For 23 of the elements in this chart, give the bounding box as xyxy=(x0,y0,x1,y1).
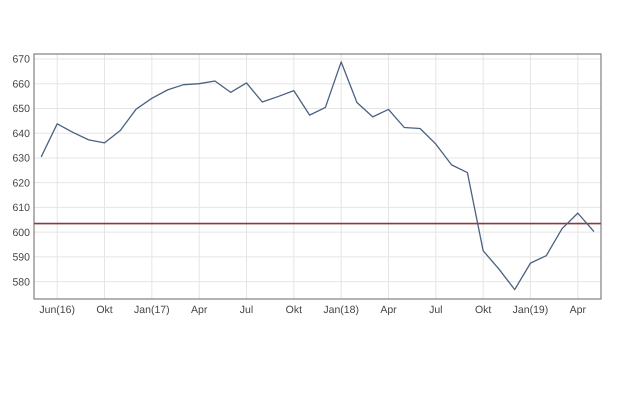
y-tick-label: 630 xyxy=(12,152,30,165)
y-tick-label: 660 xyxy=(12,78,30,90)
y-tick-label: 610 xyxy=(12,202,30,214)
x-tick-label: Okt xyxy=(474,304,492,316)
y-tick-label: 650 xyxy=(12,103,30,116)
y-tick-label: 580 xyxy=(12,276,30,288)
x-tick-label: Apr xyxy=(380,304,398,316)
y-tick-label: 670 xyxy=(12,54,30,66)
y-tick-label: 640 xyxy=(12,128,30,140)
y-tick-label: 590 xyxy=(12,252,30,264)
x-tick-label: Apr xyxy=(191,304,208,316)
y-tick-label: 620 xyxy=(12,177,30,190)
x-tick-label: Jan(19) xyxy=(512,304,548,316)
x-tick-label: Jan(17) xyxy=(134,304,170,316)
x-tick-label: Jan(18) xyxy=(323,304,359,316)
x-tick-label: Jun(16) xyxy=(39,304,75,316)
x-tick-label: Apr xyxy=(570,304,586,316)
x-tick-label: Jul xyxy=(429,304,443,316)
line-series xyxy=(40,61,594,290)
x-tick-label: Okt xyxy=(286,304,302,316)
x-tick-label: Okt xyxy=(96,304,113,316)
x-tick-label: Jul xyxy=(240,304,254,316)
y-tick-label: 600 xyxy=(12,226,30,239)
